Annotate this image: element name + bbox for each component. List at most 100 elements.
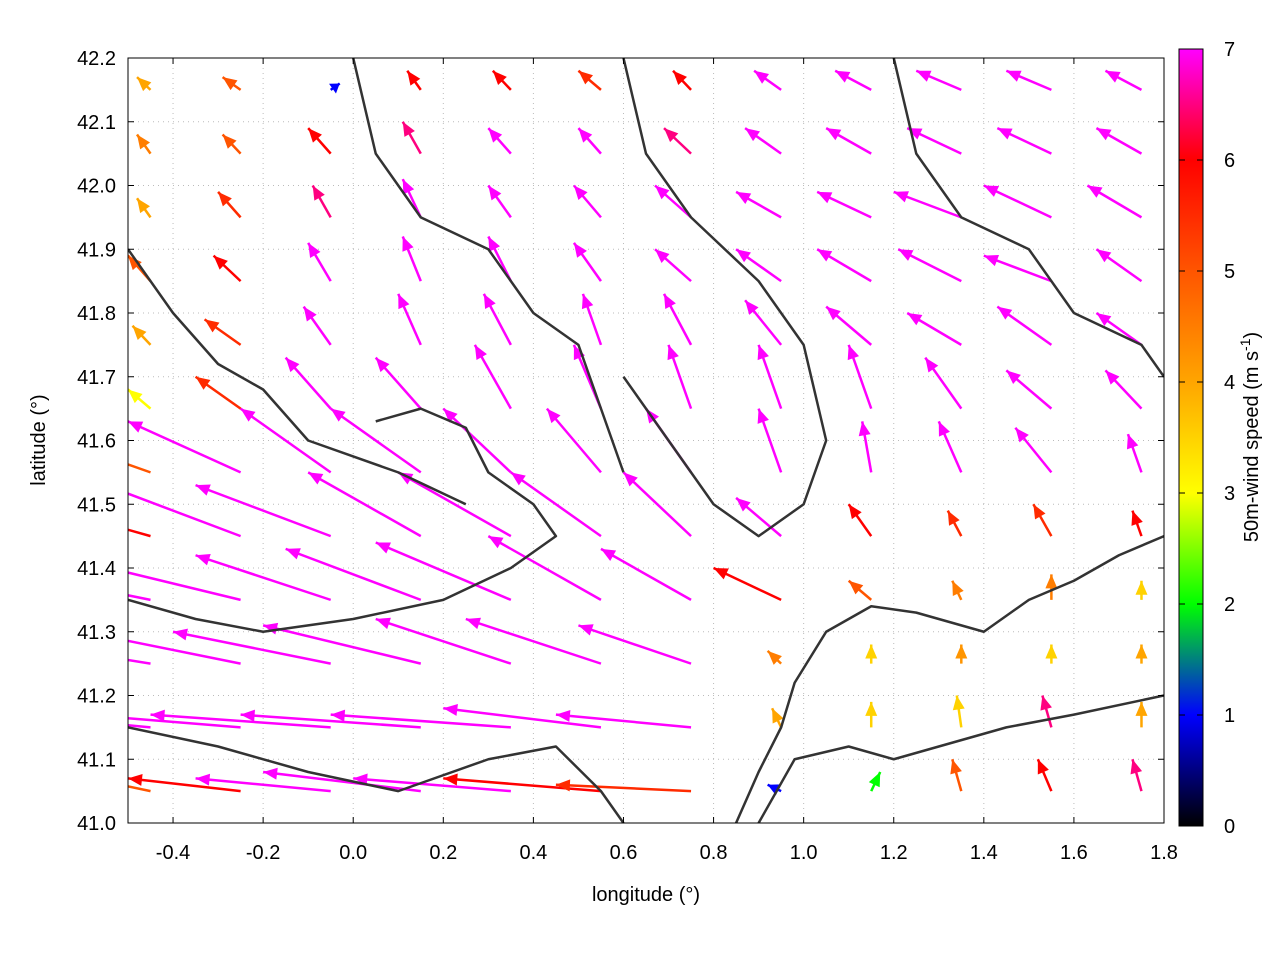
wind-vector — [203, 318, 242, 346]
wind-vector — [212, 254, 242, 283]
wind-vector — [1086, 184, 1143, 219]
wind-vector — [996, 126, 1052, 155]
wind-vector — [131, 324, 152, 346]
wind-vector — [397, 293, 422, 346]
wind-vector — [663, 127, 692, 155]
contour-line — [622, 58, 828, 538]
wind-vector — [401, 121, 422, 155]
colorbar-tick-label: 3 — [1224, 483, 1235, 505]
contour-line — [757, 694, 1164, 823]
wind-vector — [816, 190, 872, 219]
arrowhead — [578, 624, 594, 636]
arrowhead — [916, 70, 932, 82]
wind-vector — [996, 305, 1053, 346]
wind-vector — [847, 344, 873, 410]
colorbar-tick-label: 0 — [1224, 816, 1235, 838]
arrowhead — [1006, 370, 1021, 385]
wind-vector — [713, 566, 782, 602]
arrowhead — [128, 255, 142, 271]
wind-vector — [555, 779, 692, 793]
arrowhead — [443, 703, 458, 716]
wind-vector — [744, 299, 783, 346]
arrowhead — [263, 767, 278, 780]
arrowhead — [1045, 574, 1058, 589]
arrowhead — [402, 236, 414, 252]
wind-vector — [311, 184, 332, 218]
arrowhead — [312, 185, 325, 201]
wind-vector — [172, 628, 331, 665]
x-tick-label: 0.2 — [429, 842, 457, 864]
wind-vector — [1095, 248, 1143, 283]
contour-line — [128, 407, 558, 633]
arrowhead — [573, 242, 587, 258]
arrowhead — [488, 185, 502, 201]
contour-line — [128, 248, 467, 506]
wind-vector — [1036, 758, 1053, 792]
x-tick-label: 0.4 — [519, 842, 547, 864]
wind-vector — [581, 293, 603, 346]
arrowhead — [1087, 185, 1103, 198]
wind-vector — [770, 707, 784, 728]
arrowhead — [195, 553, 211, 566]
wind-vector — [491, 69, 512, 91]
arrowhead — [375, 542, 391, 554]
wind-vector — [1104, 369, 1143, 410]
colorbar-tick-label: 7 — [1224, 39, 1235, 61]
arrowhead — [736, 191, 752, 204]
arrowhead — [0, 634, 8, 646]
wind-vector — [239, 407, 332, 474]
wind-vector — [983, 254, 1052, 283]
arrowhead — [817, 249, 833, 262]
wind-vector — [555, 709, 692, 729]
wind-vector — [262, 767, 421, 793]
wind-vector — [577, 127, 602, 155]
wind-vector — [858, 421, 873, 473]
arrowhead — [443, 408, 458, 423]
x-tick-label: 0.0 — [339, 842, 367, 864]
wind-vector — [194, 375, 242, 410]
arrowhead — [353, 773, 368, 786]
arrowhead — [1131, 510, 1143, 526]
contour-line — [352, 58, 625, 473]
arrowhead — [474, 344, 487, 361]
wind-vector — [915, 69, 962, 92]
arrowhead — [15, 496, 30, 508]
arrowhead — [195, 484, 211, 496]
colorbar: 0 1 2 3 4 5 6 7 50m-wind speed (m s-1) — [1178, 39, 1263, 838]
colorbar-label: 50m-wind speed (m s-1) — [1237, 332, 1263, 542]
arrowhead — [925, 357, 939, 373]
arrowhead — [848, 504, 862, 520]
wind-vector — [195, 773, 331, 793]
wind-vector — [766, 649, 782, 665]
arrowhead — [195, 376, 211, 390]
arrowhead — [578, 70, 593, 85]
y-tick-label: 41.9 — [77, 239, 116, 261]
wind-vector — [443, 773, 602, 793]
wind-vector — [128, 639, 241, 665]
wind-vector — [1095, 311, 1143, 346]
arrowhead — [667, 344, 679, 361]
arrowhead — [465, 617, 482, 630]
wind-vector — [572, 184, 602, 219]
contour-line — [734, 534, 1164, 823]
wind-vector — [442, 407, 512, 474]
wind-vector — [353, 773, 511, 793]
arrowhead — [655, 249, 670, 264]
arrowhead — [407, 70, 421, 86]
wind-vector — [834, 69, 872, 91]
arrowhead — [308, 472, 324, 485]
grid-lines — [128, 57, 1165, 824]
arrowhead — [1135, 580, 1148, 595]
y-axis-ticks: 41.0 41.1 41.2 41.3 41.4 41.5 41.6 41.7 41.8 41.9… — [77, 48, 1164, 835]
x-axis-ticks: -0.4 -0.2 0.0 0.2 0.4 0.6 0.8 1.0 1.2 1.4 1.6 1.8 — [156, 58, 1178, 864]
arrowhead — [60, 440, 75, 451]
arrowhead — [865, 644, 878, 659]
colorbar-tick-label: 5 — [1224, 261, 1235, 283]
wind-vector — [135, 133, 152, 155]
arrowhead — [868, 772, 881, 788]
arrowhead — [204, 319, 220, 333]
arrowhead — [767, 650, 782, 665]
wind-vector — [482, 293, 512, 346]
arrowhead — [952, 580, 964, 596]
wind-vector — [217, 191, 242, 219]
